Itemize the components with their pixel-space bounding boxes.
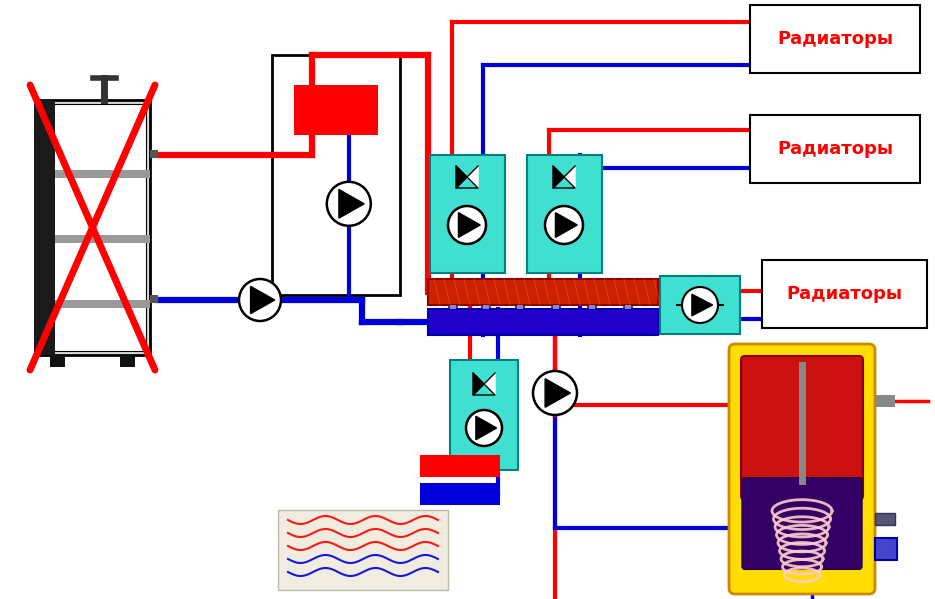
Bar: [450, 360, 518, 470]
Polygon shape: [484, 373, 495, 395]
Bar: [55, 300, 150, 308]
Bar: [660, 276, 740, 334]
Polygon shape: [467, 166, 478, 188]
Bar: [430, 155, 505, 273]
FancyBboxPatch shape: [742, 477, 862, 569]
Bar: [55, 235, 150, 243]
Circle shape: [448, 206, 486, 244]
Bar: [875, 513, 895, 525]
Circle shape: [545, 206, 583, 244]
Circle shape: [327, 182, 371, 226]
Polygon shape: [476, 416, 496, 440]
Bar: [428, 309, 658, 335]
Text: Радиаторы: Радиаторы: [777, 140, 893, 158]
Bar: [428, 279, 658, 305]
Text: Радиаторы: Радиаторы: [777, 30, 893, 48]
Bar: [150, 295, 158, 303]
Bar: [120, 355, 135, 367]
Bar: [515, 305, 525, 309]
Polygon shape: [458, 213, 481, 237]
Text: Радиаторы: Радиаторы: [786, 285, 902, 303]
Bar: [420, 483, 500, 505]
Bar: [272, 55, 400, 295]
Bar: [150, 150, 158, 158]
Polygon shape: [692, 294, 712, 316]
Bar: [625, 305, 631, 309]
Bar: [483, 305, 489, 309]
Bar: [481, 305, 491, 309]
Polygon shape: [251, 286, 275, 314]
Bar: [294, 85, 378, 135]
Bar: [750, 115, 920, 183]
Polygon shape: [338, 189, 365, 218]
Bar: [55, 170, 150, 178]
Bar: [527, 155, 602, 273]
Bar: [39, 104, 146, 351]
Bar: [50, 355, 65, 367]
Circle shape: [533, 371, 577, 415]
Bar: [450, 305, 456, 309]
Bar: [35, 100, 55, 355]
Polygon shape: [555, 213, 577, 237]
Bar: [551, 305, 561, 309]
Bar: [875, 538, 897, 560]
Polygon shape: [456, 166, 467, 188]
Polygon shape: [545, 379, 570, 407]
Bar: [420, 455, 500, 477]
Bar: [553, 305, 559, 309]
Bar: [448, 305, 458, 309]
Circle shape: [682, 287, 718, 323]
Bar: [875, 395, 895, 407]
Bar: [587, 305, 597, 309]
Polygon shape: [564, 166, 575, 188]
Bar: [278, 510, 448, 590]
Bar: [589, 305, 595, 309]
FancyBboxPatch shape: [741, 356, 863, 500]
Polygon shape: [553, 166, 564, 188]
Bar: [762, 260, 927, 328]
Bar: [517, 305, 523, 309]
Circle shape: [239, 279, 281, 321]
Bar: [623, 305, 633, 309]
Circle shape: [466, 410, 502, 446]
Polygon shape: [473, 373, 484, 395]
Bar: [750, 5, 920, 73]
FancyBboxPatch shape: [729, 344, 875, 594]
Bar: [35, 100, 150, 355]
